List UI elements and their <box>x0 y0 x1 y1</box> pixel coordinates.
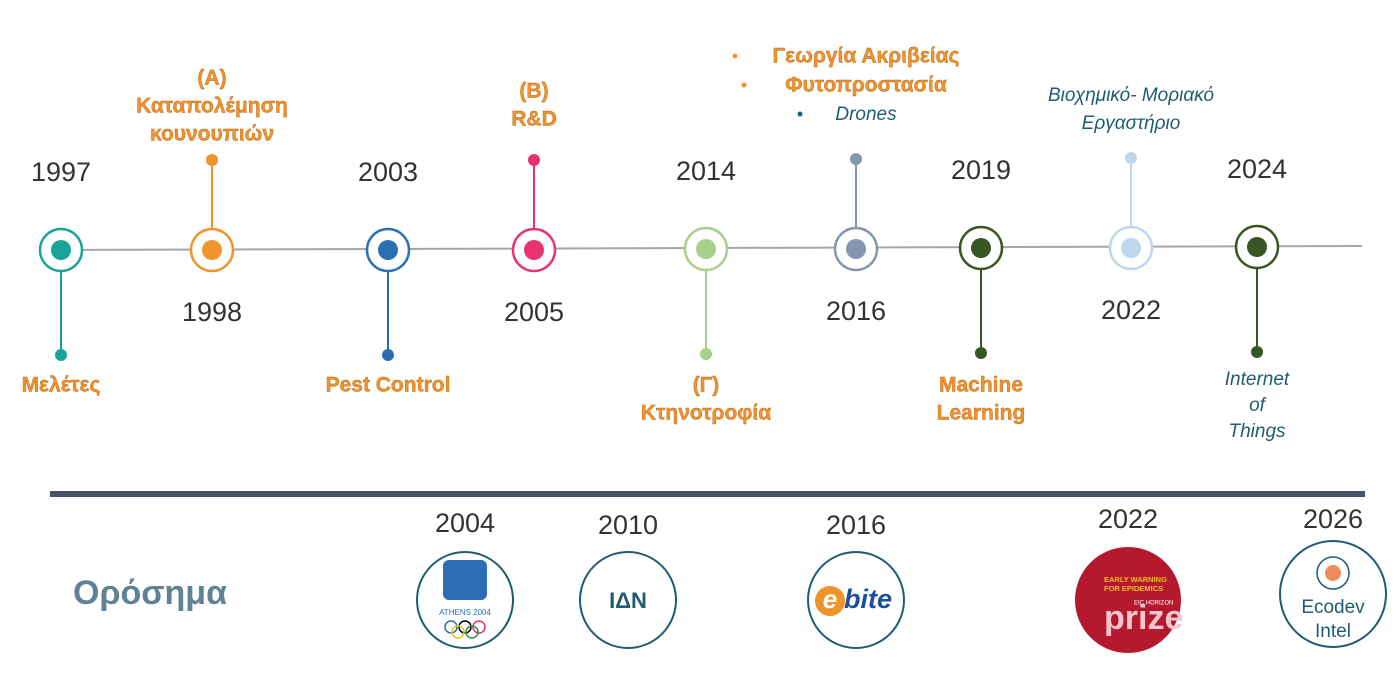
marker <box>51 240 71 260</box>
milestones-title: Ορόσημα <box>73 574 227 612</box>
logo-ring <box>1316 556 1350 590</box>
logo-text: ΙΔΝ <box>609 588 647 613</box>
marker <box>202 240 222 260</box>
bullet: • <box>732 46 738 66</box>
event-label: Machine <box>939 374 1023 397</box>
stem-dot <box>1251 346 1263 358</box>
logo-circle <box>579 551 677 649</box>
milestone-year: 2016 <box>826 510 886 540</box>
event-label: Internet <box>1225 369 1290 390</box>
logo-text: ATHENS 2004 <box>439 608 491 617</box>
marker <box>846 239 866 259</box>
logo-e: e <box>823 584 837 614</box>
event-label: Learning <box>937 402 1026 425</box>
year: 2005 <box>504 297 564 327</box>
stem-dot <box>1125 152 1137 164</box>
bullet: • <box>797 104 803 124</box>
event-label: Things <box>1228 421 1286 442</box>
marker <box>524 240 544 260</box>
stem-dot <box>700 348 712 360</box>
logo-text: EARLY WARNING <box>1104 575 1167 584</box>
event-label: Καταπολέμηση <box>136 95 288 118</box>
milestone-year: 2004 <box>435 508 495 538</box>
bullet: • <box>741 75 747 95</box>
milestone-year: 2010 <box>598 510 658 540</box>
event-label: Φυτοπροστασία <box>785 74 947 97</box>
logo-text: bite <box>844 584 892 614</box>
year: 2022 <box>1101 295 1161 325</box>
event-label: Κτηνοτροφία <box>641 402 771 425</box>
milestone-year: 2026 <box>1303 504 1363 534</box>
marker <box>1121 238 1141 258</box>
olympic-ring <box>465 625 479 639</box>
olympic-ring <box>444 620 458 634</box>
stem-dot <box>55 349 67 361</box>
marker <box>378 240 398 260</box>
logo-circle <box>807 551 905 649</box>
event-label: κουνουπιών <box>150 123 274 146</box>
event-label: Βιοχημικό- Μοριακό <box>1048 85 1214 106</box>
logo-text: FOR EPIDEMICS <box>1104 584 1163 593</box>
stem-dot <box>206 154 218 166</box>
year: 2024 <box>1227 154 1287 184</box>
event-label: Μελέτες <box>22 374 101 397</box>
event-label: R&D <box>511 108 557 131</box>
logo-text: Intel <box>1315 621 1351 642</box>
logo-text: EIC HORIZON <box>1134 601 1173 607</box>
stem-dot <box>975 347 987 359</box>
stem-dot <box>528 154 540 166</box>
stem-dot <box>850 153 862 165</box>
event-label: Pest Control <box>326 374 451 397</box>
year: 2003 <box>358 157 418 187</box>
logo-e-circle <box>815 586 845 616</box>
event-label: Εργαστήριο <box>1082 113 1181 134</box>
logo-dot <box>1325 565 1341 581</box>
event-label: (A) <box>197 67 226 90</box>
year: 1997 <box>31 157 91 187</box>
year: 2019 <box>951 155 1011 185</box>
event-label: (B) <box>519 80 548 103</box>
logo-circle <box>1279 540 1387 648</box>
event-label: of <box>1249 395 1267 416</box>
marker <box>696 239 716 259</box>
milestone-year: 2022 <box>1098 504 1158 534</box>
logo-text: Ecodev <box>1301 597 1365 618</box>
logo-wreath <box>443 560 487 600</box>
olympic-ring <box>451 625 465 639</box>
stem-dot <box>382 349 394 361</box>
event-label: Γεωργία Ακριβείας <box>773 45 960 68</box>
logo-circle <box>1075 547 1181 653</box>
event-label: Drones <box>835 104 897 125</box>
marker <box>971 238 991 258</box>
year: 2014 <box>676 156 736 186</box>
olympic-ring <box>458 620 472 634</box>
event-label: (Γ) <box>693 374 720 397</box>
logo-text: prize <box>1104 599 1183 637</box>
marker <box>1247 237 1267 257</box>
year: 1998 <box>182 297 242 327</box>
year: 2016 <box>826 296 886 326</box>
olympic-ring <box>472 620 486 634</box>
